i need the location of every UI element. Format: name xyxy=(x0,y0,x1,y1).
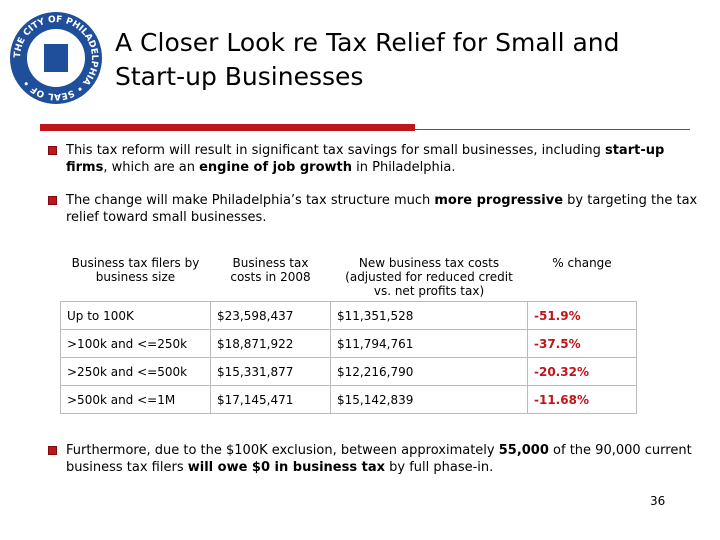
table-cell: $18,871,922 xyxy=(210,329,331,358)
table-row: >100k and <=250k $18,871,922 $11,794,761 -3… xyxy=(60,329,637,358)
table-cell: $15,331,877 xyxy=(210,357,331,386)
title-line: Start-up Businesses xyxy=(115,62,364,91)
table-cell: >100k and <=250k xyxy=(60,329,211,358)
header-row: Business tax filers by business size Busi… xyxy=(61,253,637,302)
bullet-text: 55,000 xyxy=(498,443,549,458)
bullet-text: of the 90,000 current business tax filer… xyxy=(66,443,692,475)
column-header: New business tax costs (adjusted for red… xyxy=(345,256,513,298)
table-cell: -51.9% xyxy=(527,301,637,330)
table-row: Up to 100K $23,598,437 $11,351,528 -51.9% xyxy=(60,301,637,330)
table-cell: -37.5% xyxy=(527,329,637,358)
table-cell: -20.32% xyxy=(527,357,637,386)
bullet-text: engine of job growth xyxy=(199,160,352,175)
bullet: This tax reform will result in significa… xyxy=(48,142,706,176)
bullet-text: will owe $0 in business tax xyxy=(187,460,385,475)
bullet: The change will make Philadelphia’s tax … xyxy=(48,192,706,226)
table-cell: >250k and <=500k xyxy=(60,357,211,386)
bullet-marker xyxy=(48,446,57,455)
column-header: Business tax filers by business size xyxy=(71,256,200,284)
bullet-text: by full phase-in. xyxy=(384,460,494,475)
bullet-text: by targeting the tax relief toward small… xyxy=(66,193,698,225)
title-line: A Closer Look re Tax Relief for Small an… xyxy=(115,28,620,57)
table-cell: Up to 100K xyxy=(60,301,211,330)
column-header: Business tax costs in 2008 xyxy=(230,256,311,284)
title-rule xyxy=(40,124,415,131)
table-body: Up to 100K $23,598,437 $11,351,528 -51.9% >1… xyxy=(60,301,637,414)
bullet-text: more progressive xyxy=(434,193,564,208)
bullet-text: , which are an xyxy=(103,160,200,175)
bullet-text: start-up firms xyxy=(66,143,665,175)
bullet-marker xyxy=(48,196,57,205)
city-seal: THE CITY OF PHILADELPHIA • SEAL OF • xyxy=(10,12,102,104)
bullet-text: Furthermore, due to the $100K exclusion,… xyxy=(66,443,499,458)
table-row: >250k and <=500k $15,331,877 $12,216,790 -2… xyxy=(60,357,637,386)
slide-title: A Closer Look re Tax Relief for Small an… xyxy=(115,26,620,94)
tax-table: Business tax filers by business size Busi… xyxy=(60,253,637,414)
table-cell: >500k and <=1M xyxy=(60,385,211,414)
seal-shield xyxy=(44,44,68,72)
bullet-marker xyxy=(48,146,57,155)
title-rule-thin xyxy=(415,129,690,130)
bullet-text: The change will make Philadelphia’s tax … xyxy=(66,193,435,208)
bullet-text: in Philadelphia. xyxy=(352,160,456,175)
table-cell: $12,216,790 xyxy=(330,357,528,386)
table-cell: $11,794,761 xyxy=(330,329,528,358)
table-cell: $15,142,839 xyxy=(330,385,528,414)
page-number: 36 xyxy=(650,494,666,508)
bullet: Furthermore, due to the $100K exclusion,… xyxy=(48,442,706,476)
table-cell: $11,351,528 xyxy=(330,301,528,330)
table-cell: -11.68% xyxy=(527,385,637,414)
table-cell: $17,145,471 xyxy=(210,385,331,414)
bullet-text: This tax reform will result in significa… xyxy=(66,143,605,158)
column-header: % change xyxy=(552,256,612,270)
table-row: >500k and <=1M $17,145,471 $15,142,839 -11.… xyxy=(60,385,637,414)
table-cell: $23,598,437 xyxy=(210,301,331,330)
